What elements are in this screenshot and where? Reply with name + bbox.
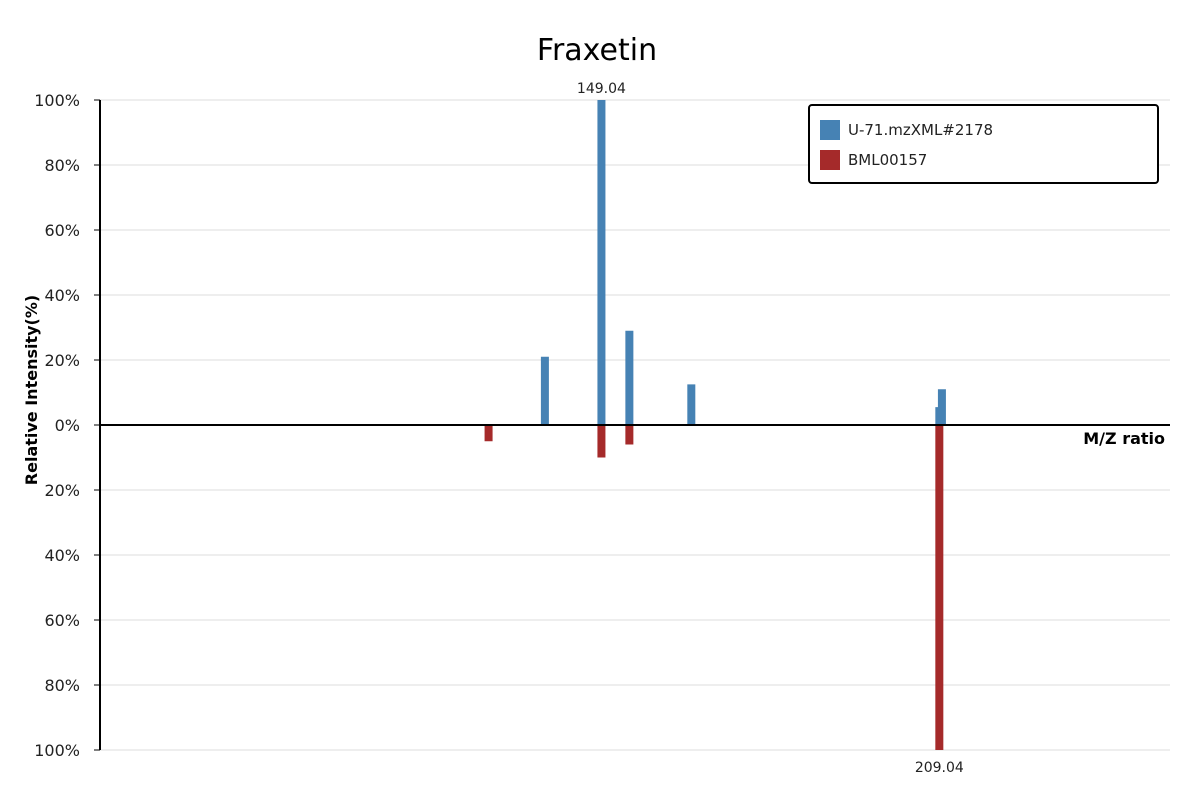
legend-swatch xyxy=(820,120,840,140)
peak-label: 149.04 xyxy=(577,81,626,97)
y-tick-label: 80% xyxy=(44,676,80,695)
chart-title: Fraxetin xyxy=(537,33,657,68)
legend-box xyxy=(808,104,1159,184)
query-peak-bar xyxy=(687,384,696,425)
reference-peak-bar xyxy=(484,425,493,442)
legend-label: BML00157 xyxy=(848,151,927,169)
bars-layer xyxy=(484,100,946,750)
legend-swatch xyxy=(820,150,840,170)
query-peak-bar xyxy=(540,356,549,425)
y-tick-label: 100% xyxy=(34,91,80,110)
legend: U-71.mzXML#2178 BML00157 xyxy=(808,104,1159,184)
y-tick-label: 60% xyxy=(44,221,80,240)
y-tick-label: 20% xyxy=(44,351,80,370)
peak-label: 209.04 xyxy=(915,760,964,776)
grid-layer xyxy=(100,99,1170,751)
axes-layer xyxy=(99,100,1170,750)
query-peak-bar xyxy=(625,330,634,425)
y-tick-label: 0% xyxy=(55,416,80,435)
reference-peak-bar xyxy=(935,425,944,750)
y-tick-label: 60% xyxy=(44,611,80,630)
y-tick-label: 100% xyxy=(34,741,80,760)
reference-peak-bar xyxy=(597,425,606,458)
y-tick-label: 40% xyxy=(44,546,80,565)
query-peak-bar xyxy=(935,407,944,425)
x-axis-title: M/Z ratio xyxy=(1083,429,1165,448)
y-tick-label: 80% xyxy=(44,156,80,175)
y-tick-labels: 100% 80% 60% 40% 20% 0% 20% 40% 60% 80% 100% xyxy=(34,91,100,760)
y-axis-title: Relative Intensity(%) xyxy=(22,295,41,485)
y-tick-label: 20% xyxy=(44,481,80,500)
y-tick-label: 40% xyxy=(44,286,80,305)
query-peak-bar xyxy=(597,100,606,425)
reference-peak-bar xyxy=(625,425,634,445)
peak-labels: 149.04 209.04 xyxy=(577,81,964,776)
legend-label: U-71.mzXML#2178 xyxy=(848,121,993,139)
